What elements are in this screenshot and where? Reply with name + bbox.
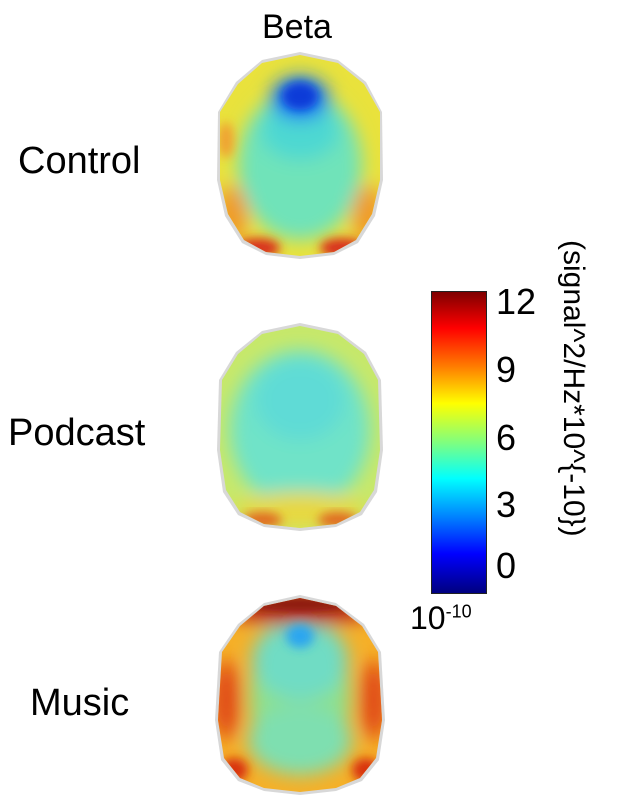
colorbar-tick-3: 3 — [496, 484, 517, 525]
colorbar-unit-exponent: -10 — [445, 601, 472, 622]
topomap-control — [217, 52, 383, 259]
colorbar-tick-9: 9 — [496, 349, 517, 390]
topomap-music — [215, 595, 385, 795]
colorbar-tick-6: 6 — [496, 417, 517, 458]
colorbar — [431, 291, 487, 594]
row-label-control: Control — [18, 140, 141, 182]
colorbar-tick-12: 12 — [496, 281, 537, 322]
row-label-music: Music — [30, 682, 130, 724]
topomap-podcast — [217, 323, 383, 531]
colorbar-unit-label: 10-10 — [410, 600, 472, 637]
colorbar-axis-label: (signal^2/Hz*10^{-10}) — [557, 240, 590, 537]
colorbar-tick-0: 0 — [496, 545, 517, 586]
row-label-podcast: Podcast — [8, 412, 146, 454]
colorbar-unit-base: 10 — [410, 600, 446, 636]
